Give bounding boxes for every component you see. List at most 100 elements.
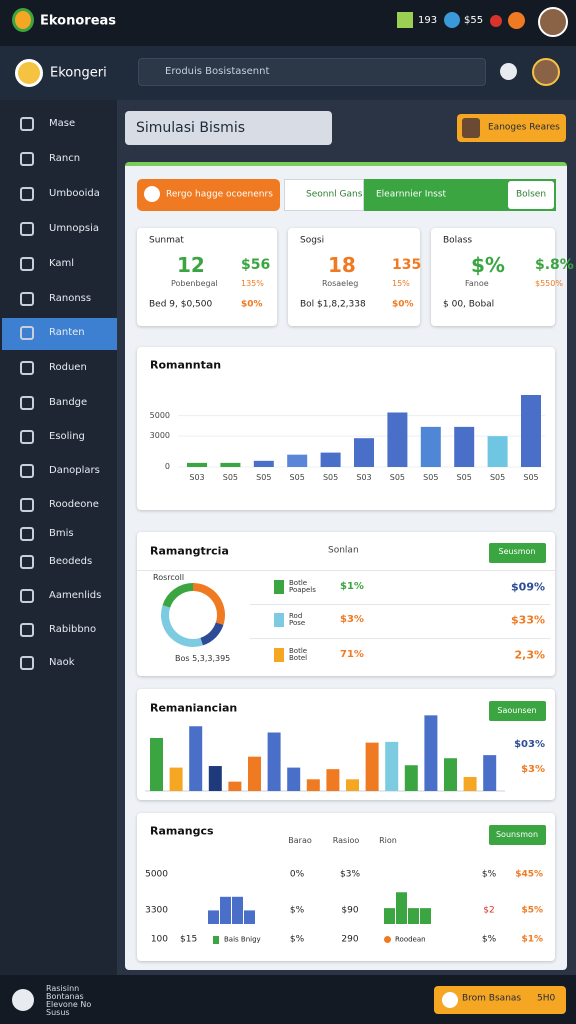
stats-text: 135 (392, 257, 422, 273)
tabs-text[interactable]: Seonnl Gans (306, 189, 363, 200)
footer-text[interactable]: Brom Bsanas (462, 993, 522, 1004)
bar (483, 755, 497, 791)
sidebar-text[interactable]: Ranonss (49, 293, 92, 304)
sidebar-text[interactable]: Rabibbno (49, 624, 97, 635)
share-text: 71% (340, 649, 364, 660)
sidebar-icon (20, 498, 34, 512)
bar (521, 395, 541, 467)
tabs-text[interactable]: Elearnnier Insst (376, 189, 447, 200)
sidebar-icon (20, 430, 34, 444)
bar (187, 462, 207, 467)
table-text: $% (481, 934, 497, 945)
sidebar-icon (20, 464, 34, 478)
bar (232, 896, 243, 924)
table-text: Bais Bnigy (224, 935, 261, 944)
sidebar-icon (20, 117, 34, 131)
bar (189, 726, 203, 791)
footer-text: Rasisinn Bontanas Elevone No Susus (46, 984, 92, 1017)
sidebar-icon (20, 527, 34, 541)
bar (454, 426, 475, 467)
table-text: $90 (341, 905, 359, 916)
sidebar-text[interactable]: Roodeone (49, 499, 99, 510)
sidebar-icon (20, 623, 34, 637)
bar (444, 758, 457, 791)
sidebar-text[interactable]: Mase (49, 118, 76, 129)
tab-button[interactable] (508, 181, 554, 209)
stats-text: 12 (177, 253, 205, 277)
bar (208, 766, 222, 791)
table-text[interactable]: Sounsmon (495, 830, 539, 839)
sidebar-text[interactable]: Esoling (49, 431, 85, 442)
stats-text: Sunmat (149, 235, 184, 246)
swatch (384, 936, 391, 943)
bar (287, 767, 301, 791)
table-text: $% (289, 905, 305, 916)
header-text: Eanoges Reares (488, 122, 560, 133)
sidebar-icon (20, 326, 34, 340)
tabs-text[interactable]: Bolsen (515, 189, 547, 200)
sidebar-text[interactable]: Umnopsia (49, 223, 99, 234)
grouped-chart-text: $3% (521, 764, 545, 775)
sidebar-text[interactable]: Danoplars (49, 465, 100, 476)
table-text: 0% (289, 869, 305, 880)
bar (420, 426, 441, 467)
tab[interactable] (137, 179, 280, 211)
sidebar-icon (20, 589, 34, 603)
table-text: $15 (180, 934, 198, 945)
table-text: $45% (515, 869, 543, 880)
avatar[interactable] (538, 7, 568, 37)
sidebar-text[interactable]: Naok (49, 657, 75, 668)
settings-icon[interactable] (500, 63, 517, 80)
table-text: Rion (379, 836, 397, 845)
sidebar-text[interactable]: Kaml (49, 258, 75, 269)
card-button[interactable] (489, 543, 546, 563)
bar-chart-text: 3000 (149, 431, 170, 441)
stats-text: Bed 9, $0,500 (149, 299, 213, 310)
sidebar-text[interactable]: Rancn (49, 153, 81, 164)
sidebar-text[interactable]: Aamenlids (49, 590, 102, 601)
sidebar-text[interactable]: Roduen (49, 362, 87, 373)
bar (463, 776, 477, 791)
bar (420, 908, 431, 924)
sidebar-icon (20, 396, 34, 410)
bar (208, 910, 219, 924)
icon (444, 12, 460, 28)
bar-chart-text: S05 (222, 473, 239, 482)
bar-chart-text: S05 (289, 473, 305, 482)
card-button[interactable] (489, 825, 546, 845)
icon[interactable] (490, 15, 502, 27)
table-text: $3% (339, 869, 361, 880)
sidebar-text[interactable]: Bandge (49, 397, 88, 408)
tabs-text[interactable]: Rergo hagge ocoenenrs (166, 189, 273, 200)
search-box[interactable] (138, 58, 486, 86)
sidebar-text[interactable]: Umbooida (49, 188, 100, 199)
donut-segment (162, 583, 194, 608)
icon[interactable] (508, 12, 525, 29)
icon (442, 992, 458, 1008)
bar-chart-text: S05 (423, 473, 439, 482)
swatch (274, 648, 284, 662)
sidebar-text[interactable]: Ranten (49, 327, 85, 338)
bar (244, 910, 255, 924)
stats-text: $ 00, Bobal (443, 299, 495, 310)
stats-text: Bolass (443, 235, 473, 246)
share-text[interactable]: Seusmon (498, 547, 536, 556)
share-text: $1% (340, 581, 364, 592)
share-text: Sonlan (328, 545, 359, 556)
bar (424, 715, 438, 791)
sidebar-text[interactable]: Bmis (49, 528, 74, 539)
divider (137, 570, 555, 571)
table-text: 290 (341, 934, 359, 945)
navbar-text: Eroduis Bosistasennt (165, 66, 270, 77)
tab[interactable] (284, 179, 364, 211)
bar (404, 765, 418, 791)
swatch (274, 580, 284, 594)
grouped-chart-text[interactable]: Saounsen (497, 706, 537, 715)
card-button[interactable] (489, 701, 546, 721)
share-text: $09% (511, 580, 545, 594)
bar-chart-text: 5000 (149, 410, 170, 420)
sidebar-text[interactable]: Beodeds (49, 556, 93, 567)
avatar[interactable] (532, 58, 560, 86)
